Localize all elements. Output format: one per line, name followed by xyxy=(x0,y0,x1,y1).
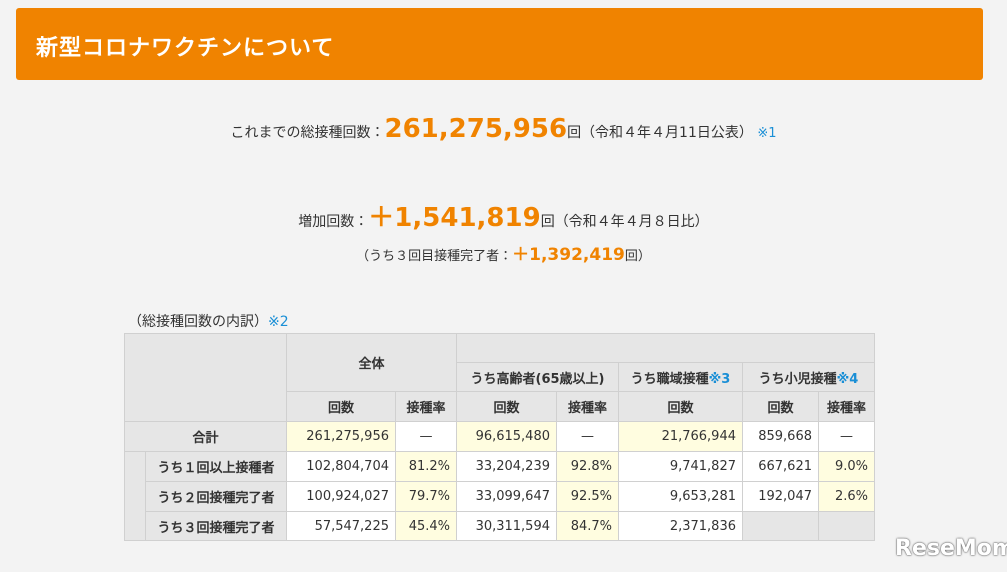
data-cell: 21,766,944 xyxy=(618,421,743,452)
data-cell: 33,204,239 xyxy=(456,451,557,482)
group-label: うち高齢者(65歳以上) xyxy=(470,371,605,387)
group-note[interactable]: ※4 xyxy=(836,371,859,387)
empty-cell xyxy=(818,511,875,541)
data-cell: 2,371,836 xyxy=(618,511,743,541)
group-note[interactable]: ※3 xyxy=(708,371,731,387)
data-cell: 667,621 xyxy=(742,451,819,482)
increase-suffix: 回（令和４年４月８日比） xyxy=(540,214,709,230)
third-line: （うち３回目接種完了者：＋1,392,419回） xyxy=(0,240,1007,265)
sub-header: 接種率 xyxy=(556,391,619,422)
watermark: ReseMom xyxy=(895,536,1007,561)
group-header: うち高齢者(65歳以上) xyxy=(456,362,619,392)
data-cell: 57,547,225 xyxy=(286,511,396,541)
third-suffix: 回） xyxy=(624,249,651,264)
data-cell: 9,741,827 xyxy=(618,451,743,482)
table-caption: （総接種回数の内訳）※2 xyxy=(128,311,289,331)
corner-cell xyxy=(124,333,287,422)
total-label: これまでの総接種回数： xyxy=(230,125,385,141)
data-cell: 45.4% xyxy=(395,511,457,541)
total-suffix: 回（令和４年４月11日公表） xyxy=(567,125,753,141)
data-cell: — xyxy=(395,421,457,452)
row-label: 合計 xyxy=(124,421,287,452)
row-label: うち３回接種完了者 xyxy=(145,511,287,541)
data-cell: 92.5% xyxy=(556,481,619,512)
data-cell: 79.7% xyxy=(395,481,457,512)
sub-header: 接種率 xyxy=(818,391,875,422)
data-cell: 9,653,281 xyxy=(618,481,743,512)
total-value: 261,275,956 xyxy=(384,114,568,144)
breakdown-table: 全体 うち高齢者(65歳以上) うち職域接種※3 うち小児接種※4 回数 接種率回… xyxy=(124,333,875,541)
increase-label: 増加回数： xyxy=(298,214,369,230)
caption-note[interactable]: ※2 xyxy=(268,314,289,330)
sub-header: 接種率 xyxy=(395,391,457,422)
group-header: うち職域接種※3 xyxy=(618,362,743,392)
header-title: 新型コロナワクチンについて xyxy=(36,36,335,61)
data-cell: 102,804,704 xyxy=(286,451,396,482)
group-label: 全体 xyxy=(358,357,385,372)
data-cell: 859,668 xyxy=(742,421,819,452)
blank-header xyxy=(456,333,875,363)
data-cell: 92.8% xyxy=(556,451,619,482)
group-header: うち小児接種※4 xyxy=(742,362,875,392)
data-cell: — xyxy=(556,421,619,452)
sub-header: 回数 xyxy=(286,391,396,422)
table-row: うち１回以上接種者 102,804,704 81.2% 33,204,239 92.8%… xyxy=(124,451,875,541)
table-row: 合計 261,275,956—96,615,480—21,766,944 859,6… xyxy=(124,421,875,452)
data-cell: 192,047 xyxy=(742,481,819,512)
data-cell: 84.7% xyxy=(556,511,619,541)
increase-line: 増加回数：＋1,541,819回（令和４年４月８日比） xyxy=(0,197,1007,234)
data-cell: — xyxy=(818,421,875,452)
data-cell: 96,615,480 xyxy=(456,421,557,452)
row-label: うち１回以上接種者 xyxy=(145,451,287,482)
data-cell: 33,099,647 xyxy=(456,481,557,512)
group-label: うち職域接種 xyxy=(630,371,709,387)
third-value: ＋1,392,419 xyxy=(512,245,625,265)
total-note[interactable]: ※1 xyxy=(757,126,777,141)
indent-cell xyxy=(124,451,146,541)
data-cell: 9.0% xyxy=(818,451,875,482)
data-cell: 261,275,956 xyxy=(286,421,396,452)
increase-value: ＋1,541,819 xyxy=(368,203,541,233)
table-row: うち３回接種完了者 57,547,225 45.4% 30,311,594 84.7% 2… xyxy=(125,511,875,541)
caption-text: （総接種回数の内訳） xyxy=(128,314,268,330)
sub-header: 回数 xyxy=(742,391,819,422)
third-label: （うち３回目接種完了者： xyxy=(356,249,513,264)
sub-header: 回数 xyxy=(618,391,743,422)
table-row: うち２回接種完了者 100,924,027 79.7% 33,099,647 92.5%… xyxy=(125,481,875,512)
total-line: これまでの総接種回数：261,275,956回（令和４年４月11日公表） ※1 xyxy=(0,114,1007,144)
data-cell: 2.6% xyxy=(818,481,875,512)
group-label: うち小児接種 xyxy=(758,371,837,387)
data-cell: 100,924,027 xyxy=(286,481,396,512)
row-label: うち２回接種完了者 xyxy=(145,481,287,512)
sub-header: 回数 xyxy=(456,391,557,422)
header-bar: 新型コロナワクチンについて xyxy=(16,8,983,80)
data-cell: 81.2% xyxy=(395,451,457,482)
group-header: 全体 xyxy=(286,333,457,392)
empty-cell xyxy=(742,511,819,541)
data-cell: 30,311,594 xyxy=(456,511,557,541)
